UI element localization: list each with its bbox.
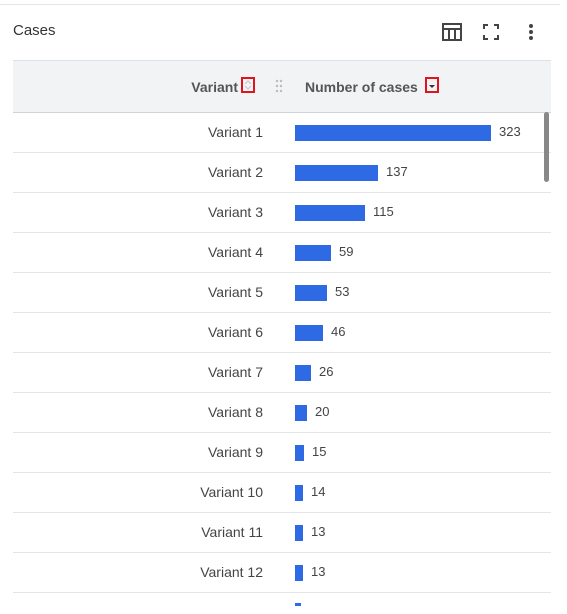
bar-value-label: 13 <box>311 564 326 579</box>
table-row[interactable]: Variant 9 15 <box>13 433 551 473</box>
table-row[interactable]: Variant 3 115 <box>13 193 551 233</box>
table-row[interactable]: Variant 10 14 <box>13 473 551 513</box>
bar <box>295 485 303 501</box>
more-vertical-icon[interactable] <box>519 20 543 44</box>
bar-value-label: 323 <box>499 124 521 139</box>
bar-value-label: 14 <box>311 484 326 499</box>
bar <box>295 285 327 301</box>
variant-cell: Variant 7 <box>208 364 263 380</box>
bar-value-label: 137 <box>386 164 408 179</box>
variant-cell: Variant 6 <box>208 324 263 340</box>
bar <box>295 525 303 541</box>
column-header-number-of-cases[interactable]: Number of cases <box>305 79 418 95</box>
bar <box>295 325 323 341</box>
bar <box>295 205 365 221</box>
bar-value-label: 13 <box>311 524 326 539</box>
variant-cell: Variant 9 <box>208 444 263 460</box>
table-row[interactable]: Variant 8 20 <box>13 393 551 433</box>
scrollbar[interactable] <box>544 112 549 182</box>
bar-value-label: 26 <box>319 364 334 379</box>
divider <box>0 4 560 5</box>
table-row[interactable]: Variant 4 59 <box>13 233 551 273</box>
bar <box>295 603 301 606</box>
variant-cell: Variant 8 <box>208 404 263 420</box>
variant-cell: Variant 1 <box>208 124 263 140</box>
variant-cell: Variant 4 <box>208 244 263 260</box>
widget-title: Cases <box>13 22 56 39</box>
variant-cell: Variant 11 <box>201 524 263 540</box>
bar <box>295 245 331 261</box>
table-row[interactable]: Variant 11 13 <box>13 513 551 553</box>
table-row[interactable]: Variant 2 137 <box>13 153 551 193</box>
bar-value-label: 53 <box>335 284 350 299</box>
table-row[interactable]: Variant 6 46 <box>13 313 551 353</box>
drag-handle-icon[interactable] <box>275 79 283 98</box>
table-row[interactable]: Variant 7 26 <box>13 353 551 393</box>
bar <box>295 365 311 381</box>
sort-descending-icon[interactable] <box>425 77 439 93</box>
variant-cell: Variant 3 <box>208 204 263 220</box>
table-row[interactable]: Variant 12 13 <box>13 553 551 593</box>
table-body: Variant 1 323 Variant 2 137 Variant 3 115 Vari… <box>13 113 551 593</box>
bar <box>295 565 303 581</box>
table-icon[interactable] <box>440 20 464 44</box>
bar <box>295 125 491 141</box>
bar-value-label: 20 <box>315 404 330 419</box>
bar-value-label: 115 <box>373 204 394 219</box>
table-header: Variant Number of cases <box>13 60 551 113</box>
bar-value-label: 15 <box>312 444 327 459</box>
bar <box>295 445 304 461</box>
fullscreen-icon[interactable] <box>479 20 503 44</box>
table-row[interactable]: Variant 5 53 <box>13 273 551 313</box>
bar <box>295 405 307 421</box>
bar-value-label: 59 <box>339 244 354 259</box>
cases-table: Variant Number of cases Variant 1 323 Vari… <box>13 60 551 593</box>
variant-cell: Variant 2 <box>208 164 263 180</box>
variant-cell: Variant 10 <box>200 484 263 500</box>
column-header-variant[interactable]: Variant <box>191 79 238 95</box>
sort-icon[interactable] <box>241 77 255 93</box>
variant-cell: Variant 12 <box>200 564 263 580</box>
table-row[interactable]: Variant 1 323 <box>13 113 551 153</box>
bar-value-label: 46 <box>331 324 346 339</box>
bar <box>295 165 378 181</box>
variant-cell: Variant 5 <box>208 284 263 300</box>
